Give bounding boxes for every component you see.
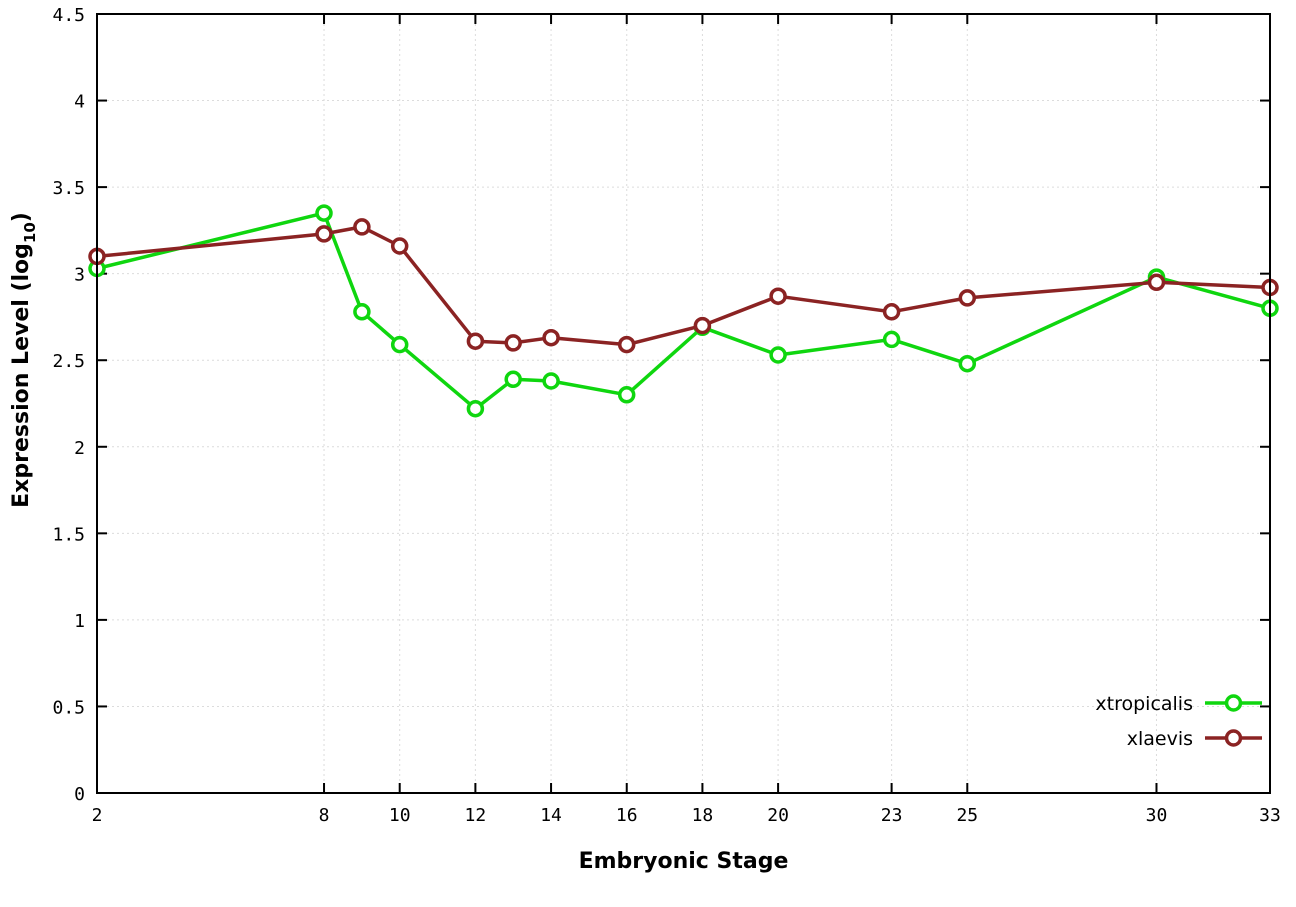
y-tick-label: 2: [74, 438, 85, 459]
data-point-xtropicalis: [958, 354, 977, 373]
data-point-xlaevis: [353, 218, 371, 236]
data-point-xlaevis: [466, 332, 485, 350]
data-point-xlaevis: [693, 316, 712, 335]
data-point-xlaevis: [769, 287, 787, 305]
legend-label-xlaevis: xlaevis: [1127, 728, 1193, 750]
data-point-xlaevis: [617, 335, 636, 354]
x-tick-label: 33: [1259, 805, 1281, 826]
legend-label-xtropicalis: xtropicalis: [1095, 693, 1193, 715]
x-tick-label: 30: [1146, 805, 1168, 826]
legend-marker-xtropicalis: [1224, 694, 1243, 712]
data-point-xlaevis: [882, 303, 901, 321]
y-tick-label: 0.5: [52, 697, 85, 718]
data-point-xtropicalis: [390, 335, 409, 354]
data-point-xlaevis: [504, 334, 522, 352]
y-tick-label: 2.5: [52, 351, 85, 372]
y-tick-label: 0: [74, 784, 85, 805]
data-point-xtropicalis: [466, 399, 485, 418]
x-tick-label: 25: [956, 805, 978, 826]
plot-area: 2 8 10 12 14 16 18 20 23 25 30 33 0 0.5 1 1.5 2 2.5 3 3.5 4 4…: [9, 5, 1281, 874]
y-tick-label: 3.5: [52, 178, 85, 199]
data-point-xtropicalis: [353, 303, 371, 321]
data-point-xtropicalis: [504, 370, 522, 389]
x-tick-label: 16: [616, 805, 638, 826]
data-point-xtropicalis: [542, 372, 560, 390]
x-tick-label: 8: [319, 805, 330, 826]
x-tick-label: 10: [389, 805, 411, 826]
x-tick-label: 18: [692, 805, 714, 826]
x-axis-title: Embryonic Stage: [579, 849, 789, 874]
data-point-xlaevis: [1147, 273, 1166, 292]
x-tick-label: 20: [767, 805, 789, 826]
x-tick-label: 14: [540, 805, 562, 826]
data-point-xlaevis: [542, 328, 560, 347]
data-point-xlaevis: [390, 237, 409, 255]
legend-marker-xlaevis: [1224, 729, 1243, 747]
data-point-xlaevis: [315, 225, 333, 243]
series-line-xlaevis: [95, 225, 1272, 347]
y-tick-label: 3: [74, 265, 85, 286]
data-point-xtropicalis: [617, 386, 636, 404]
data-point-xlaevis: [958, 289, 977, 307]
y-axis-title: Expression Level (log10): [9, 212, 39, 508]
data-point-xtropicalis: [315, 204, 333, 222]
x-tick-label: 12: [465, 805, 487, 826]
data-point-xtropicalis: [882, 330, 901, 349]
x-tick-label: 23: [881, 805, 903, 826]
x-tick-label: 2: [92, 805, 103, 826]
y-tick-label: 4: [74, 92, 85, 113]
plot-border: [96, 13, 1271, 794]
y-tick-label: 1: [74, 611, 85, 632]
y-tick-label: 1.5: [52, 524, 85, 545]
data-point-xtropicalis: [769, 346, 787, 364]
y-tick-label: 4.5: [52, 5, 85, 26]
series-line-xtropicalis: [95, 211, 1272, 411]
